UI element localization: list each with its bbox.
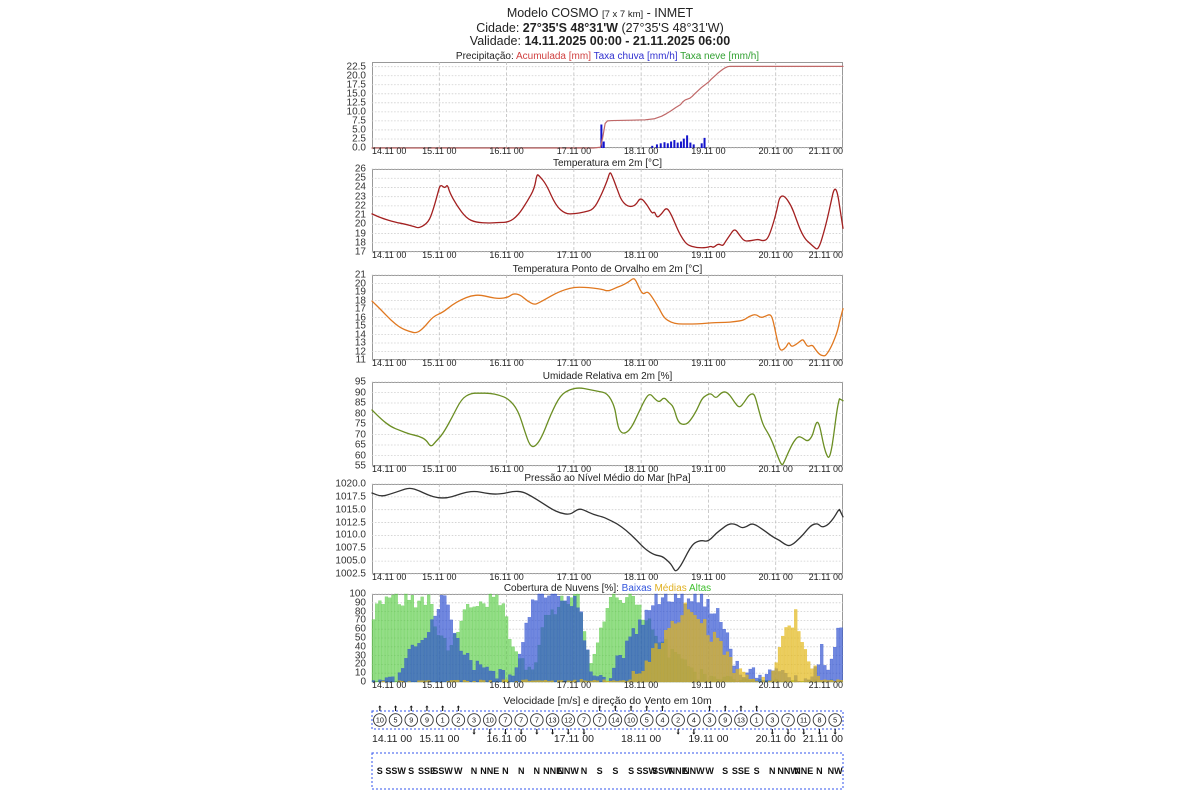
svg-text:14: 14 [611, 716, 619, 725]
svg-text:4: 4 [660, 716, 664, 725]
svg-text:9: 9 [425, 716, 429, 725]
svg-text:2: 2 [456, 716, 460, 725]
svg-text:3: 3 [708, 716, 712, 725]
svg-text:3: 3 [472, 716, 476, 725]
svg-text:5: 5 [645, 716, 649, 725]
svg-text:9: 9 [723, 716, 727, 725]
svg-text:4: 4 [692, 716, 696, 725]
svg-text:7: 7 [535, 716, 539, 725]
svg-text:7: 7 [786, 716, 790, 725]
svg-text:2: 2 [676, 716, 680, 725]
svg-text:1: 1 [441, 716, 445, 725]
svg-text:7: 7 [503, 716, 507, 725]
svg-text:5: 5 [394, 716, 398, 725]
svg-text:13: 13 [737, 716, 745, 725]
svg-text:7: 7 [598, 716, 602, 725]
svg-text:12: 12 [564, 716, 572, 725]
svg-text:9: 9 [409, 716, 413, 725]
svg-text:13: 13 [549, 716, 557, 725]
svg-text:11: 11 [800, 716, 807, 725]
svg-text:8: 8 [817, 716, 821, 725]
svg-text:10: 10 [376, 716, 384, 725]
svg-text:10: 10 [627, 716, 635, 725]
svg-text:5: 5 [833, 716, 837, 725]
svg-text:1: 1 [755, 716, 759, 725]
svg-text:7: 7 [582, 716, 586, 725]
svg-text:7: 7 [519, 716, 523, 725]
svg-text:10: 10 [486, 716, 494, 725]
svg-text:3: 3 [770, 716, 774, 725]
